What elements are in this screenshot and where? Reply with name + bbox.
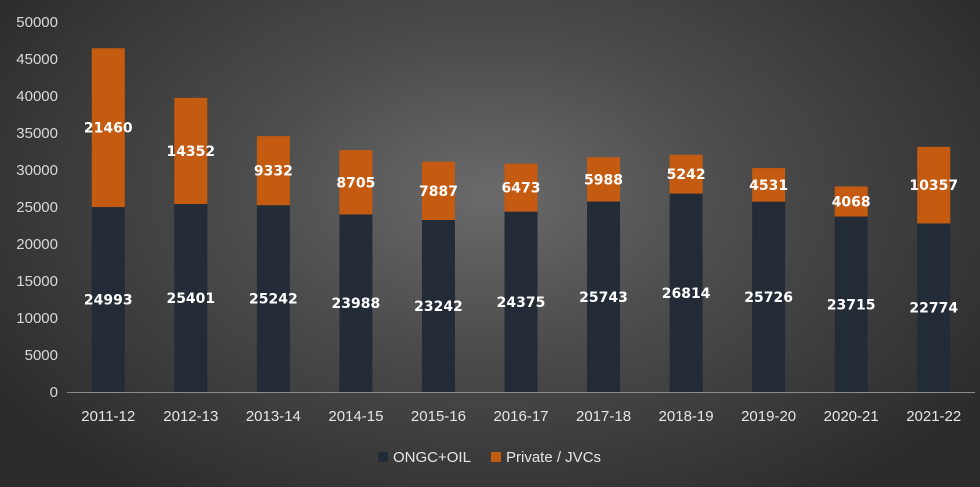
x-tick-label: 2021-22: [906, 408, 961, 425]
y-axis: 0 5000 10000 15000 20000 25000 30000 35000 40000…: [16, 14, 58, 401]
legend: ONGC+OIL Private / JVCs: [378, 449, 601, 466]
x-tick-label: 2011-12: [81, 408, 135, 425]
bar-ongc-oil: [752, 201, 786, 392]
legend-swatch-ongc-oil: [378, 452, 388, 462]
bar-private-jvcs: [421, 161, 455, 221]
data-label-ongc-oil: 25726: [744, 290, 793, 306]
y-tick-label: 25000: [16, 199, 58, 216]
x-tick-label: 2017-18: [576, 408, 631, 425]
y-tick-label: 35000: [16, 125, 58, 142]
data-label-ongc-oil: 25401: [166, 291, 215, 307]
bar-ongc-oil: [339, 214, 373, 392]
data-label-private-jvcs: 10357: [909, 178, 958, 194]
bar-ongc-oil: [174, 204, 208, 392]
x-tick-label: 2016-17: [493, 408, 548, 425]
data-labels: 24993 21460 25401 14352 25242 9332 23988 8705 23…: [84, 121, 958, 317]
bar-private-jvcs: [587, 157, 621, 202]
bar-private-jvcs: [834, 186, 868, 217]
data-label-private-jvcs: 9332: [254, 164, 293, 180]
x-tick-label: 2012-13: [163, 408, 218, 425]
data-label-private-jvcs: 5988: [584, 172, 623, 188]
bar-ongc-oil: [504, 211, 538, 392]
bar-private-jvcs: [174, 97, 208, 205]
bar-private-jvcs: [339, 150, 373, 215]
bar-ongc-oil: [91, 207, 125, 392]
x-tick-label: 2013-14: [246, 408, 301, 425]
data-label-ongc-oil: 24375: [497, 295, 546, 311]
data-label-private-jvcs: 4531: [749, 178, 788, 194]
data-label-private-jvcs: 5242: [667, 167, 706, 183]
x-tick-label: 2020-21: [824, 408, 879, 425]
y-tick-label: 5000: [25, 347, 58, 364]
data-label-private-jvcs: 21460: [84, 121, 133, 137]
x-tick-label: 2015-16: [411, 408, 466, 425]
x-axis: 2011-12 2012-13 2013-14 2014-15 2015-16 2016-…: [81, 408, 961, 425]
bar-ongc-oil: [256, 205, 290, 392]
data-label-ongc-oil: 23242: [414, 299, 463, 315]
y-tick-label: 15000: [16, 273, 58, 290]
bar-private-jvcs: [669, 154, 703, 194]
legend-swatch-private-jvcs: [491, 452, 501, 462]
data-label-ongc-oil: 25242: [249, 292, 298, 308]
data-label-private-jvcs: 7887: [419, 184, 458, 200]
bar-ongc-oil: [421, 220, 455, 392]
y-tick-label: 20000: [16, 236, 58, 253]
data-label-ongc-oil: 22774: [909, 301, 958, 317]
bar-private-jvcs: [504, 163, 538, 212]
x-tick-label: 2014-15: [328, 408, 383, 425]
x-tick-label: 2018-19: [659, 408, 714, 425]
bar-ongc-oil: [587, 201, 621, 392]
bar-ongc-oil: [834, 216, 868, 392]
legend-label-ongc-oil: ONGC+OIL: [393, 449, 471, 466]
bar-private-jvcs: [91, 48, 125, 208]
bar-ongc-oil: [917, 223, 951, 392]
bar-private-jvcs: [752, 168, 786, 202]
y-tick-label: 50000: [16, 14, 58, 31]
data-label-ongc-oil: 25743: [579, 290, 628, 306]
data-label-private-jvcs: 8705: [336, 175, 375, 191]
data-label-private-jvcs: 4068: [832, 194, 871, 210]
bars: [91, 48, 951, 392]
y-tick-label: 45000: [16, 51, 58, 68]
legend-label-private-jvcs: Private / JVCs: [506, 449, 601, 466]
y-tick-label: 30000: [16, 162, 58, 179]
data-label-ongc-oil: 23715: [827, 297, 876, 313]
data-label-ongc-oil: 24993: [84, 293, 133, 309]
data-label-ongc-oil: 26814: [662, 286, 711, 302]
data-label-private-jvcs: 6473: [502, 181, 541, 197]
bar-ongc-oil: [669, 193, 703, 392]
bar-private-jvcs: [917, 146, 951, 224]
data-label-ongc-oil: 23988: [332, 296, 381, 312]
bar-private-jvcs: [256, 136, 290, 206]
y-tick-label: 0: [50, 384, 58, 401]
x-tick-label: 2019-20: [741, 408, 796, 425]
y-tick-label: 10000: [16, 310, 58, 327]
y-tick-label: 40000: [16, 88, 58, 105]
data-label-private-jvcs: 14352: [166, 144, 215, 160]
